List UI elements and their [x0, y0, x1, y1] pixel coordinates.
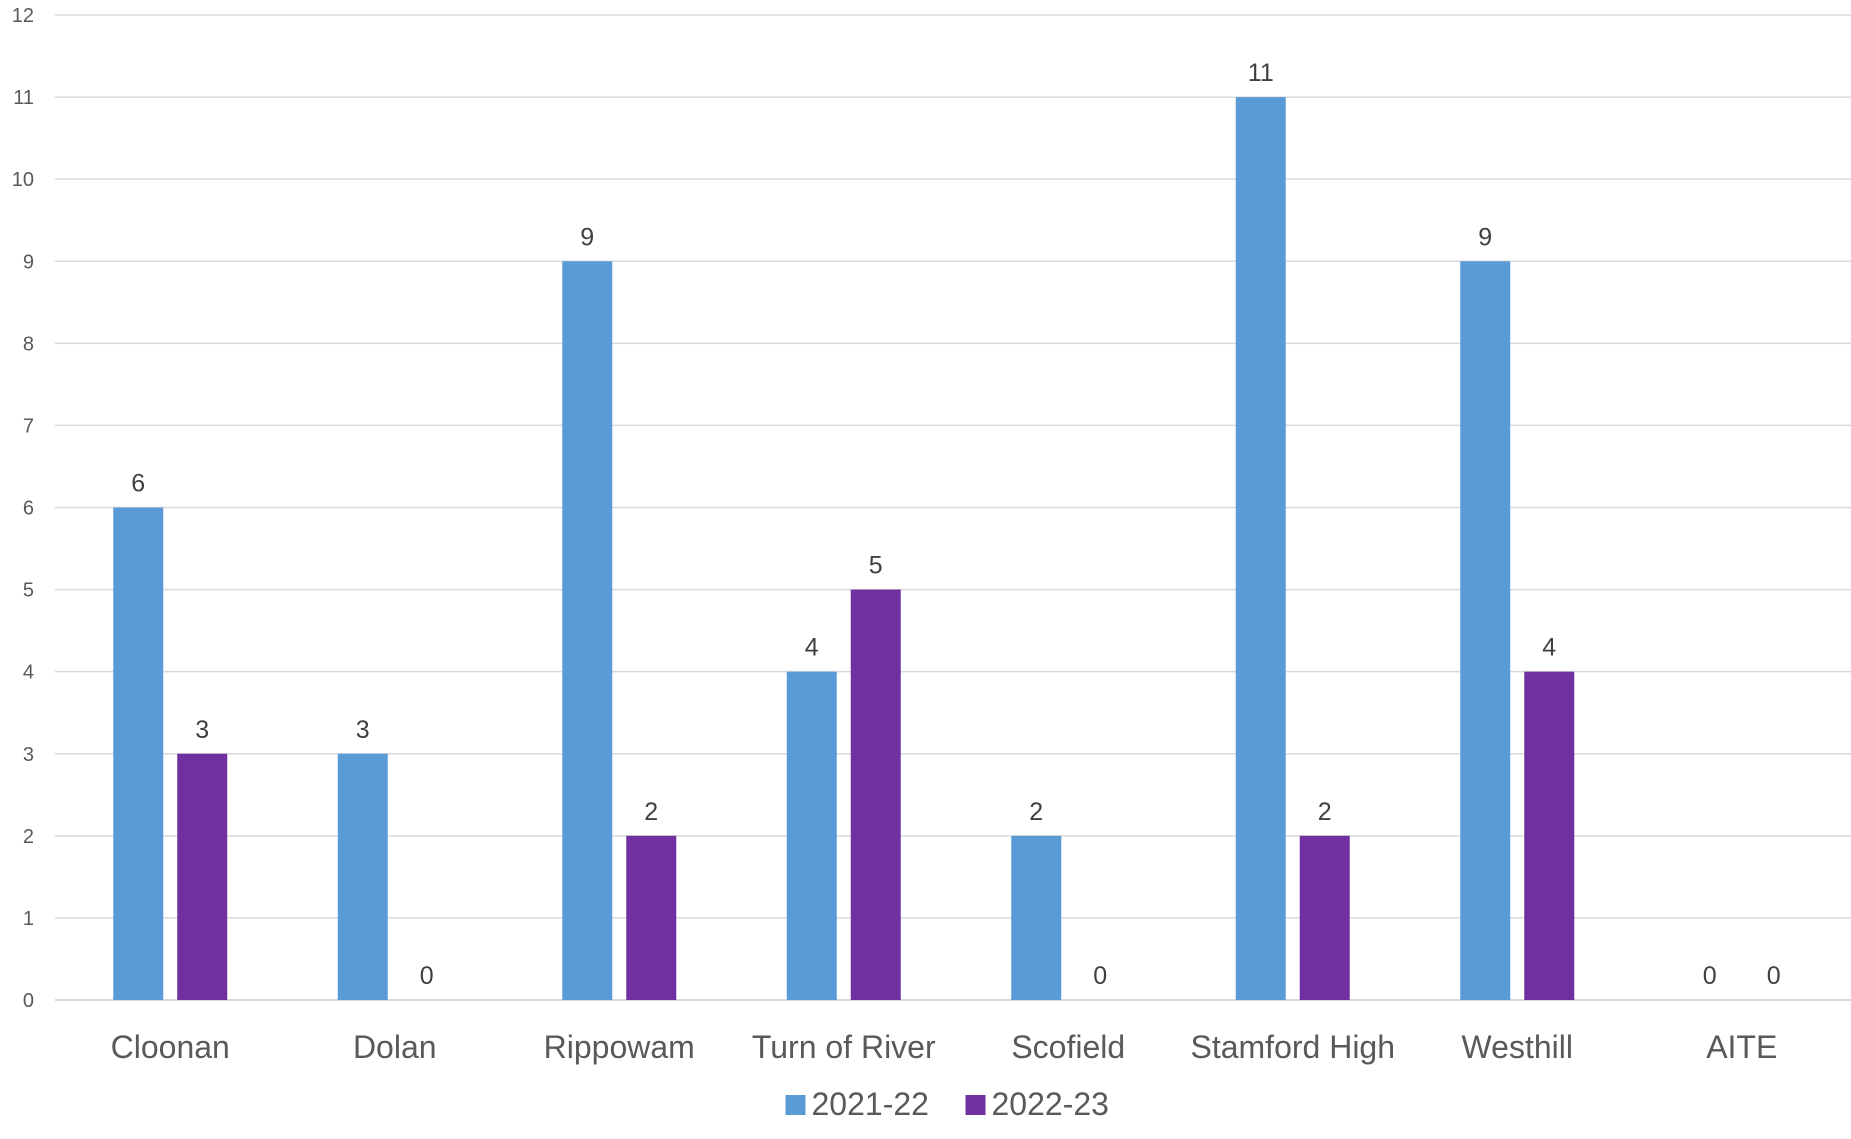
y-tick-label: 10 — [12, 169, 34, 191]
bar-2021-22-stamford-high — [1235, 97, 1286, 1001]
legend-label: 2021-22 — [812, 1086, 929, 1122]
data-label: 4 — [805, 634, 819, 662]
data-label: 2 — [1318, 798, 1332, 826]
legend-swatch — [785, 1095, 806, 1115]
data-label: 5 — [869, 552, 883, 580]
bar-2022-23-cloonan — [177, 753, 228, 1000]
y-tick-label: 3 — [23, 744, 34, 766]
data-label: 2 — [644, 798, 658, 826]
data-label: 9 — [580, 223, 594, 251]
x-tick-label: Stamford High — [1190, 1029, 1395, 1065]
data-label: 0 — [1093, 962, 1107, 990]
bar-2021-22-dolan — [337, 753, 388, 1000]
legend: 2021-22 2022-23 — [785, 1086, 1109, 1122]
data-label: 11 — [1248, 59, 1274, 87]
x-tick-label: Westhill — [1462, 1029, 1573, 1065]
bar-2021-22-cloonan — [113, 507, 164, 1000]
y-tick-label: 4 — [23, 662, 34, 684]
bar-2021-22-westhill — [1460, 261, 1511, 1000]
data-label: 3 — [195, 716, 209, 744]
data-label: 6 — [131, 470, 145, 498]
data-label: 0 — [420, 962, 434, 990]
bar-2022-23-turn-of-river — [850, 589, 901, 1000]
x-tick-label: Scofield — [1011, 1029, 1125, 1065]
x-tick-label: Cloonan — [111, 1029, 230, 1065]
y-tick-label: 11 — [13, 87, 34, 109]
data-label: 3 — [356, 716, 370, 744]
data-label: 0 — [1703, 962, 1717, 990]
bar-2021-22-turn-of-river — [786, 671, 837, 1000]
y-tick-label: 8 — [23, 333, 34, 355]
data-label: 2 — [1029, 798, 1043, 826]
y-tick-label: 5 — [23, 580, 34, 602]
y-tick-label: 9 — [23, 251, 34, 273]
x-tick-label: AITE — [1706, 1029, 1777, 1065]
y-tick-label: 12 — [12, 5, 34, 27]
gridlines — [55, 14, 1851, 1001]
x-axis-ticks: Cloonan Dolan Rippowam Turn of River Scofiel… — [111, 1029, 1778, 1065]
x-tick-label: Dolan — [353, 1029, 437, 1065]
bars — [113, 97, 1575, 1001]
x-tick-label: Turn of River — [752, 1029, 936, 1065]
data-label: 9 — [1478, 223, 1492, 251]
bar-2022-23-rippowam — [626, 835, 677, 1000]
y-tick-label: 6 — [23, 498, 34, 520]
bar-2021-22-scofield — [1011, 835, 1062, 1000]
bar-2021-22-rippowam — [562, 261, 613, 1000]
y-tick-label: 1 — [23, 908, 34, 930]
data-label: 4 — [1542, 634, 1556, 662]
legend-label: 2022-23 — [992, 1086, 1109, 1122]
bar-2022-23-westhill — [1524, 671, 1575, 1000]
data-label: 0 — [1767, 962, 1781, 990]
x-tick-label: Rippowam — [544, 1029, 695, 1065]
y-tick-label: 7 — [23, 415, 34, 437]
y-tick-label: 2 — [23, 826, 34, 848]
bar-2022-23-stamford-high — [1299, 835, 1350, 1000]
legend-swatch — [965, 1095, 986, 1115]
y-tick-label: 0 — [23, 990, 34, 1012]
